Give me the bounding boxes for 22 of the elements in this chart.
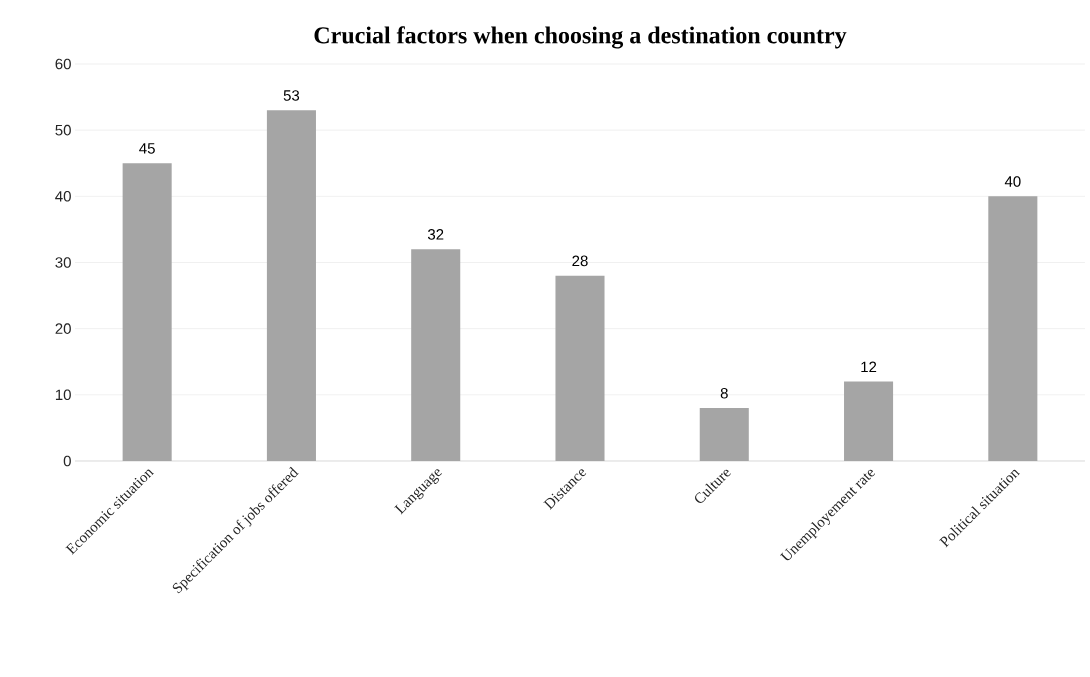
data-label: 40 xyxy=(1004,176,1021,187)
bar xyxy=(844,381,894,461)
bar xyxy=(266,110,316,461)
data-label: 53 xyxy=(283,90,300,101)
chart-title: Crucial factors when choosing a destination country xyxy=(314,26,847,49)
data-label: 32 xyxy=(427,229,444,240)
bar xyxy=(411,249,461,461)
y-tick-label: 40 xyxy=(55,191,71,202)
y-tick-label: 50 xyxy=(55,124,71,136)
bar xyxy=(555,275,605,461)
bar xyxy=(699,408,749,461)
data-label: 45 xyxy=(139,143,155,154)
y-tick-label: 10 xyxy=(55,389,71,401)
y-tick-label: 60 xyxy=(55,58,71,70)
y-tick-label: 20 xyxy=(55,323,71,334)
bar xyxy=(988,196,1038,461)
data-label: 12 xyxy=(861,361,877,373)
data-label: 8 xyxy=(720,387,728,399)
y-tick-label: 0 xyxy=(63,455,71,467)
data-label: 28 xyxy=(572,255,588,267)
y-tick-label: 30 xyxy=(55,257,71,268)
bar xyxy=(122,163,172,461)
